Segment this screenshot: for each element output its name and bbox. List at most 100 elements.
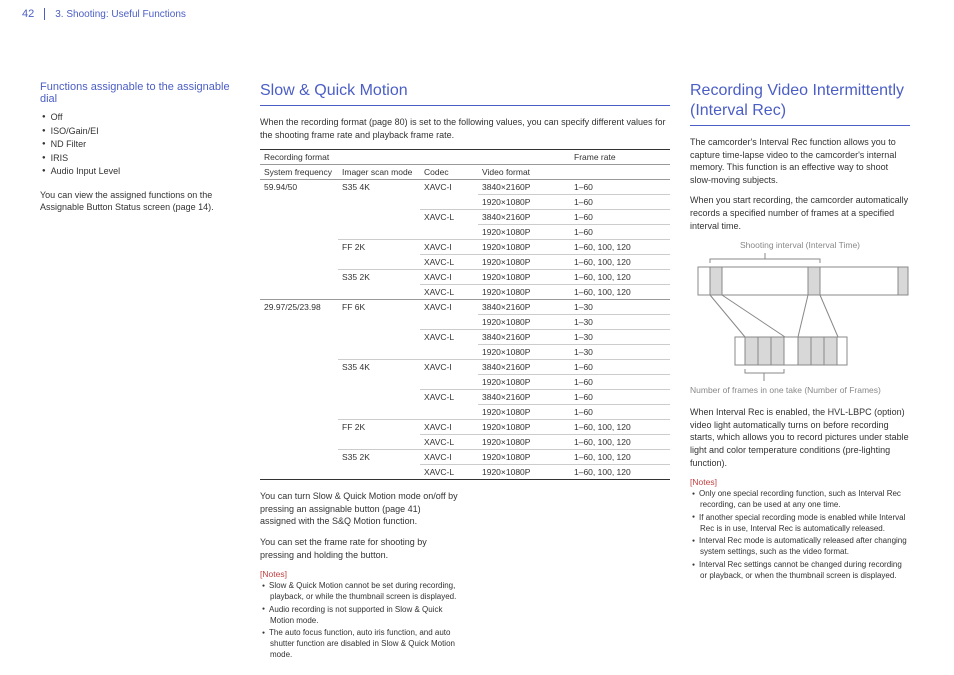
notes-label: [Notes]	[260, 569, 458, 579]
table-row: 1920×1080P1–60	[260, 195, 670, 210]
table-cell: S35 4K	[338, 180, 420, 195]
table-row: XAVC-L1920×1080P1–60, 100, 120	[260, 285, 670, 300]
table-cell: 1920×1080P	[478, 285, 570, 300]
interval-svg	[690, 253, 910, 383]
table-row: FF 2KXAVC-I1920×1080P1–60, 100, 120	[260, 420, 670, 435]
heading-slow-quick: Slow & Quick Motion	[260, 81, 670, 106]
table-cell	[260, 435, 338, 450]
table-cell	[420, 375, 478, 390]
table-cell	[260, 390, 338, 405]
table-cell	[260, 270, 338, 285]
tbl-group-framerate: Frame rate	[570, 150, 670, 165]
table-cell: 1920×1080P	[478, 465, 570, 480]
page-number: 42	[22, 8, 45, 20]
tbl-h-vf: Video format	[478, 165, 570, 180]
table-cell	[420, 405, 478, 420]
ir-para1: The camcorder's Interval Rec function al…	[690, 136, 910, 186]
table-row: FF 2KXAVC-I1920×1080P1–60, 100, 120	[260, 240, 670, 255]
table-row: XAVC-L1920×1080P1–60, 100, 120	[260, 255, 670, 270]
slow-quick-intro: When the recording format (page 80) is s…	[260, 116, 670, 141]
table-row: 1920×1080P1–30	[260, 315, 670, 330]
heading-interval-rec: Recording Video Intermittently (Interval…	[690, 81, 910, 126]
table-row: XAVC-L3840×2160P1–60	[260, 390, 670, 405]
table-cell: 1–60, 100, 120	[570, 240, 670, 255]
table-cell: 1–30	[570, 330, 670, 345]
table-cell: 3840×2160P	[478, 180, 570, 195]
table-cell	[338, 330, 420, 345]
table-cell: 59.94/50	[260, 180, 338, 195]
table-cell: XAVC-L	[420, 255, 478, 270]
table-cell	[260, 375, 338, 390]
table-cell: 1–60	[570, 390, 670, 405]
table-cell: XAVC-L	[420, 210, 478, 225]
table-cell	[338, 195, 420, 210]
table-cell	[260, 330, 338, 345]
table-cell: XAVC-L	[420, 330, 478, 345]
sq-para1: You can turn Slow & Quick Motion mode on…	[260, 490, 458, 528]
ir-para3: When Interval Rec is enabled, the HVL-LB…	[690, 406, 910, 469]
table-cell	[260, 405, 338, 420]
tbl-h-sys: System frequency	[260, 165, 338, 180]
table-cell: 3840×2160P	[478, 300, 570, 315]
table-cell: 1–60, 100, 120	[570, 255, 670, 270]
column-slow-quick: Slow & Quick Motion When the recording f…	[260, 81, 670, 663]
table-row: 1920×1080P1–60	[260, 225, 670, 240]
table-cell	[338, 435, 420, 450]
table-cell: 1–30	[570, 315, 670, 330]
table-row: S35 4KXAVC-I3840×2160P1–60	[260, 360, 670, 375]
table-cell	[338, 405, 420, 420]
table-cell: 29.97/25/23.98	[260, 300, 338, 315]
tbl-h-fr	[570, 165, 670, 180]
table-cell: 1–60	[570, 195, 670, 210]
table-cell: 1–60, 100, 120	[570, 270, 670, 285]
table-cell: 1–60	[570, 225, 670, 240]
sq-para2: You can set the frame rate for shooting …	[260, 536, 458, 561]
table-cell: XAVC-I	[420, 300, 478, 315]
table-cell: 3840×2160P	[478, 330, 570, 345]
subheading-assignable: Functions assignable to the assignable d…	[40, 81, 240, 105]
table-cell: 1–60, 100, 120	[570, 435, 670, 450]
breadcrumb: 3. Shooting: Useful Functions	[55, 9, 186, 20]
table-cell	[338, 225, 420, 240]
table-cell: 1–30	[570, 300, 670, 315]
table-cell: 1–60	[570, 375, 670, 390]
ir-notes: Only one special recording function, suc…	[690, 489, 910, 581]
page-header: 42 3. Shooting: Useful Functions	[22, 0, 954, 26]
table-row: 29.97/25/23.98FF 6KXAVC-I3840×2160P1–30	[260, 300, 670, 315]
notes-label: [Notes]	[690, 477, 910, 487]
tbl-group-recording: Recording format	[260, 150, 570, 165]
table-cell	[260, 240, 338, 255]
table-cell	[338, 210, 420, 225]
column-assignable-dial: Functions assignable to the assignable d…	[40, 81, 240, 663]
note-item: Audio recording is not supported in Slow…	[262, 605, 458, 627]
table-cell: XAVC-I	[420, 240, 478, 255]
table-cell: 1920×1080P	[478, 195, 570, 210]
table-cell: 1–60, 100, 120	[570, 450, 670, 465]
table-cell: XAVC-I	[420, 420, 478, 435]
table-cell	[260, 450, 338, 465]
table-row: 1920×1080P1–60	[260, 405, 670, 420]
table-cell	[338, 345, 420, 360]
diag-label-top: Shooting interval (Interval Time)	[690, 240, 910, 251]
table-cell: 1–30	[570, 345, 670, 360]
table-cell: 1920×1080P	[478, 450, 570, 465]
table-cell: XAVC-I	[420, 450, 478, 465]
table-cell: 1–60, 100, 120	[570, 420, 670, 435]
table-cell: XAVC-L	[420, 285, 478, 300]
table-cell: 1–60	[570, 210, 670, 225]
table-cell: 1–60, 100, 120	[570, 465, 670, 480]
table-row: S35 2KXAVC-I1920×1080P1–60, 100, 120	[260, 270, 670, 285]
tbl-h-scan: Imager scan mode	[338, 165, 420, 180]
table-cell: 1920×1080P	[478, 345, 570, 360]
note-item: Interval Rec mode is automatically relea…	[692, 536, 910, 558]
recording-format-table: Recording format Frame rate System frequ…	[260, 149, 670, 480]
table-cell: 1–60	[570, 405, 670, 420]
table-cell: XAVC-I	[420, 270, 478, 285]
interval-diagram: Shooting interval (Interval Time)	[690, 240, 910, 396]
table-cell: 1920×1080P	[478, 420, 570, 435]
table-cell: XAVC-I	[420, 360, 478, 375]
table-cell	[260, 465, 338, 480]
table-cell: 3840×2160P	[478, 390, 570, 405]
table-row: XAVC-L1920×1080P1–60, 100, 120	[260, 465, 670, 480]
table-row: 1920×1080P1–30	[260, 345, 670, 360]
